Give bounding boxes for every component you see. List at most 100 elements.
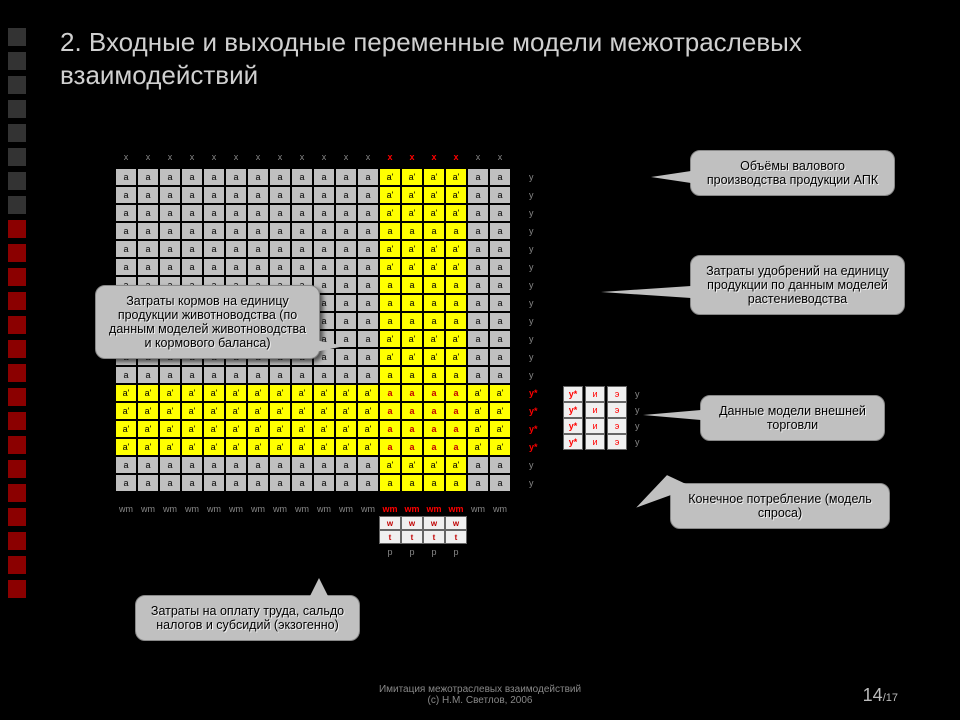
matrix-cell: a — [137, 186, 159, 204]
matrix-cell: a — [335, 258, 357, 276]
matrix-cell: a — [137, 456, 159, 474]
matrix-cell: a' — [313, 384, 335, 402]
matrix-cell: a' — [445, 240, 467, 258]
matrix-cell: a — [379, 384, 401, 402]
matrix-cell: a' — [423, 258, 445, 276]
side-y-cell: y* — [529, 420, 538, 438]
deco-square — [8, 196, 26, 214]
header-x-cell: x — [335, 150, 357, 164]
matrix-cell: a — [423, 420, 445, 438]
matrix-cell: a' — [137, 402, 159, 420]
w-cell: w — [423, 516, 445, 530]
matrix-cell: a' — [115, 438, 137, 456]
w-cell: w — [445, 516, 467, 530]
matrix-cell: a — [159, 222, 181, 240]
matrix-cell: a — [115, 186, 137, 204]
matrix-cell: a' — [335, 438, 357, 456]
matrix-cell: a — [379, 420, 401, 438]
matrix-cell: a' — [291, 420, 313, 438]
wm-cell: wm — [181, 502, 203, 516]
matrix-cell: a — [115, 366, 137, 384]
footer-line1: Имитация межотраслевых взаимодействий — [379, 684, 581, 695]
matrix-cell: a — [467, 276, 489, 294]
wm-cell: wm — [467, 502, 489, 516]
side-y-cell: y — [529, 276, 538, 294]
matrix-cell: a' — [489, 384, 511, 402]
matrix-cell: a — [203, 366, 225, 384]
matrix-cell: a' — [203, 384, 225, 402]
matrix-cell: a — [489, 474, 511, 492]
matrix-cell: a — [489, 186, 511, 204]
matrix-cell: a — [489, 204, 511, 222]
deco-square — [8, 556, 26, 574]
trade-cell: и — [585, 386, 605, 402]
matrix-cell: a — [181, 186, 203, 204]
header-x-cell: x — [489, 150, 511, 164]
wm-cell: wm — [401, 502, 423, 516]
matrix-cell: a — [423, 294, 445, 312]
matrix-cell: a — [445, 474, 467, 492]
matrix-cell: a' — [137, 438, 159, 456]
matrix-cell: a — [137, 168, 159, 186]
matrix-cell: a' — [313, 438, 335, 456]
matrix-cell: a' — [269, 402, 291, 420]
header-x-cell: x — [401, 150, 423, 164]
matrix-cell: a' — [291, 384, 313, 402]
deco-square — [8, 220, 26, 238]
header-x-cell: x — [379, 150, 401, 164]
matrix-cell: a — [181, 168, 203, 186]
matrix-cell: a — [423, 312, 445, 330]
matrix-cell: a — [467, 186, 489, 204]
matrix-cell: a' — [401, 258, 423, 276]
matrix-cell: a' — [423, 330, 445, 348]
matrix-cell: a — [489, 168, 511, 186]
trade-cell: э — [607, 402, 627, 418]
trade-cell: y* — [563, 434, 583, 450]
matrix-cell: a — [269, 204, 291, 222]
matrix-cell: a' — [423, 456, 445, 474]
side-y-cell: y — [529, 456, 538, 474]
t-cell: t — [401, 530, 423, 544]
matrix-cell: a — [423, 222, 445, 240]
matrix-cell: a — [115, 456, 137, 474]
matrix-cell: a' — [445, 168, 467, 186]
side-y-cell: y* — [529, 384, 538, 402]
matrix-cell: a — [115, 168, 137, 186]
side-y-cell: y* — [529, 438, 538, 456]
side-y-cell: y* — [529, 402, 538, 420]
matrix-cell: a — [159, 186, 181, 204]
matrix-cell: a' — [467, 438, 489, 456]
matrix-cell: a' — [159, 438, 181, 456]
matrix-cell: a' — [225, 438, 247, 456]
matrix-cell: a — [467, 456, 489, 474]
matrix-cell: a' — [445, 348, 467, 366]
matrix-cell: a' — [269, 438, 291, 456]
matrix-cell: a — [313, 168, 335, 186]
matrix-side-y-column: yyyyyyyyyyyyy*y*y*y*yy — [529, 168, 538, 492]
p-cell: p — [423, 545, 445, 559]
matrix-cell: a' — [357, 384, 379, 402]
matrix-cell: a — [159, 258, 181, 276]
deco-square — [8, 436, 26, 454]
matrix-cell: a — [181, 240, 203, 258]
matrix-cell: a — [247, 258, 269, 276]
matrix-cell: a — [423, 384, 445, 402]
matrix-cell: a — [115, 474, 137, 492]
wm-cell: wm — [291, 502, 313, 516]
matrix-cell: a' — [379, 258, 401, 276]
wm-cell: wm — [489, 502, 511, 516]
callout-final-consumption: Конечное потребление (модель спроса) — [670, 483, 890, 529]
matrix-cell: a — [335, 204, 357, 222]
callout-feed-costs: Затраты кормов на единицу продукции живо… — [95, 285, 320, 359]
matrix-cell: a' — [137, 384, 159, 402]
side-y-cell: y — [529, 312, 538, 330]
matrix-cell: a' — [401, 240, 423, 258]
matrix-cell: a — [181, 456, 203, 474]
matrix-cell: a' — [291, 438, 313, 456]
deco-square — [8, 76, 26, 94]
side-y-cell: y — [529, 240, 538, 258]
matrix-cell: a — [203, 456, 225, 474]
matrix-cell: a' — [181, 384, 203, 402]
side-y-cell: y — [529, 204, 538, 222]
callout-text: Затраты кормов на единицу продукции живо… — [108, 294, 307, 350]
